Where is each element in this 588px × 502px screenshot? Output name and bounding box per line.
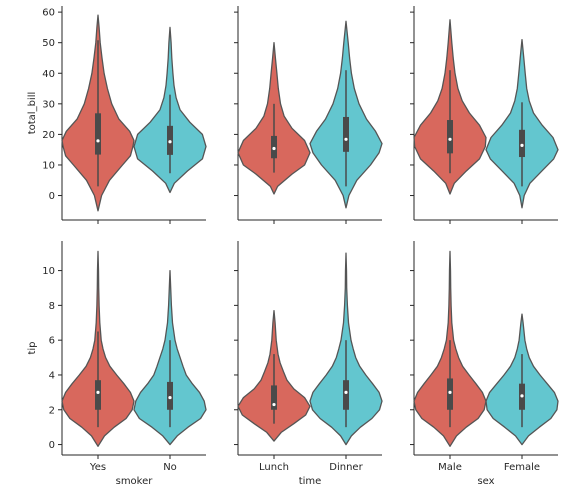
violin-box-yes	[95, 113, 101, 155]
panel-sex-tip	[410, 241, 559, 459]
x-tick-label: No	[163, 462, 177, 473]
violin-median-lunch	[272, 146, 276, 151]
x-tick-label: Male	[438, 462, 462, 473]
violin-median-yes	[96, 390, 100, 394]
x-tick-label: Lunch	[259, 462, 289, 473]
violin-box-no	[167, 381, 173, 410]
panel-smoker-total_bill	[58, 6, 207, 224]
y-axis-label: tip	[27, 341, 38, 354]
panel-time-total_bill	[234, 6, 383, 224]
x-axis-label: smoker	[116, 476, 154, 487]
y-tick-label: 4	[49, 370, 55, 381]
panel-smoker-tip	[58, 241, 207, 459]
y-tick-label: 8	[49, 301, 55, 312]
violin-median-no	[168, 395, 172, 400]
violin-median-dinner	[344, 137, 348, 141]
violin-median-female	[520, 143, 524, 148]
violin-median-male	[448, 390, 452, 394]
y-tick-label: 30	[42, 99, 55, 110]
violin-box-male	[447, 378, 453, 410]
y-tick-label: 50	[42, 38, 55, 49]
x-tick-label: Dinner	[329, 462, 363, 473]
violin-median-female	[520, 394, 524, 398]
y-tick-label: 20	[42, 130, 55, 141]
y-tick-label: 0	[49, 440, 55, 451]
x-tick-label: Yes	[89, 462, 106, 473]
violin-median-lunch	[272, 402, 276, 407]
violin-box-yes	[95, 380, 101, 410]
y-tick-label: 40	[42, 69, 55, 80]
y-tick-label: 0	[49, 191, 55, 202]
y-tick-label: 60	[42, 8, 55, 19]
x-axis-label: sex	[477, 476, 494, 487]
y-axis-label: total_bill	[27, 92, 38, 135]
violin-box-male	[447, 120, 453, 154]
x-axis-label: time	[299, 476, 322, 487]
violin-median-dinner	[344, 390, 348, 394]
violin-box-dinner	[343, 116, 349, 152]
y-tick-label: 10	[42, 266, 55, 277]
y-tick-label: 2	[49, 405, 55, 416]
panel-time-tip	[234, 241, 383, 459]
y-tick-label: 6	[49, 336, 55, 347]
violin-box-lunch	[271, 385, 277, 410]
x-tick-label: Female	[504, 462, 540, 473]
violin-median-yes	[96, 139, 100, 143]
violin-median-male	[448, 137, 452, 141]
violin-box-female	[519, 129, 525, 158]
panel-sex-total_bill	[410, 6, 559, 224]
y-tick-label: 10	[42, 160, 55, 171]
violin-median-no	[168, 140, 172, 144]
violin-box-dinner	[343, 380, 349, 410]
